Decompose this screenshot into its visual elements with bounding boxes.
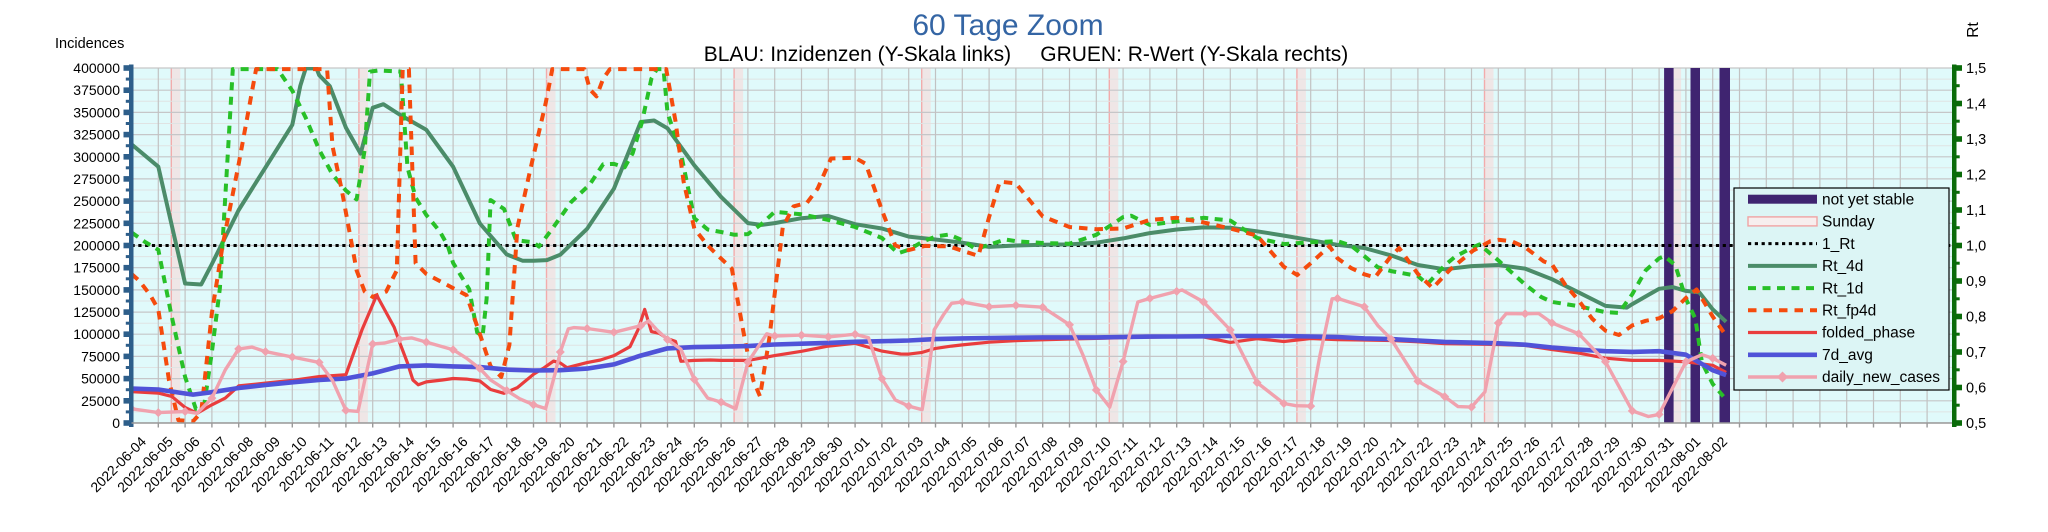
svg-text:1,3: 1,3 [1966, 132, 1986, 148]
svg-text:125000: 125000 [73, 304, 120, 320]
svg-text:1,4: 1,4 [1966, 97, 1986, 113]
svg-text:Rt_4d: Rt_4d [1822, 258, 1863, 275]
svg-text:0,6: 0,6 [1966, 381, 1986, 397]
svg-text:Incidences: Incidences [55, 36, 124, 52]
svg-text:0: 0 [112, 415, 120, 431]
svg-text:0,7: 0,7 [1966, 345, 1986, 361]
svg-text:7d_avg: 7d_avg [1822, 347, 1873, 364]
svg-text:0,5: 0,5 [1966, 416, 1986, 432]
svg-text:1_Rt: 1_Rt [1822, 236, 1855, 253]
svg-text:400000: 400000 [73, 60, 120, 76]
svg-text:175000: 175000 [73, 260, 120, 276]
svg-text:150000: 150000 [73, 282, 120, 298]
svg-text:375000: 375000 [73, 82, 120, 98]
svg-text:not yet stable: not yet stable [1822, 191, 1914, 208]
svg-text:100000: 100000 [73, 326, 120, 342]
svg-text:Rt: Rt [1965, 22, 1982, 38]
svg-text:25000: 25000 [81, 393, 120, 409]
svg-text:daily_new_cases: daily_new_cases [1822, 369, 1940, 386]
svg-text:Rt_fp4d: Rt_fp4d [1822, 303, 1876, 320]
svg-text:Rt_1d: Rt_1d [1822, 280, 1863, 297]
svg-text:Sunday: Sunday [1822, 214, 1875, 231]
svg-text:275000: 275000 [73, 171, 120, 187]
svg-text:0,8: 0,8 [1966, 310, 1986, 326]
svg-text:75000: 75000 [81, 348, 120, 364]
svg-text:200000: 200000 [73, 238, 120, 254]
svg-text:50000: 50000 [81, 371, 120, 387]
svg-text:60 Tage Zoom: 60 Tage Zoom [912, 9, 1103, 42]
svg-text:BLAU: Inzidenzen (Y-Skala link: BLAU: Inzidenzen (Y-Skala links) GRUEN: … [704, 43, 1349, 66]
svg-text:250000: 250000 [73, 193, 120, 209]
svg-text:0,9: 0,9 [1966, 274, 1986, 290]
svg-text:1,2: 1,2 [1966, 168, 1986, 184]
svg-text:300000: 300000 [73, 149, 120, 165]
svg-text:350000: 350000 [73, 104, 120, 120]
svg-text:1,1: 1,1 [1966, 203, 1986, 219]
svg-text:325000: 325000 [73, 127, 120, 143]
svg-text:1,0: 1,0 [1966, 239, 1986, 255]
svg-text:1,5: 1,5 [1966, 61, 1986, 77]
svg-text:225000: 225000 [73, 215, 120, 231]
svg-text:folded_phase: folded_phase [1822, 325, 1915, 342]
